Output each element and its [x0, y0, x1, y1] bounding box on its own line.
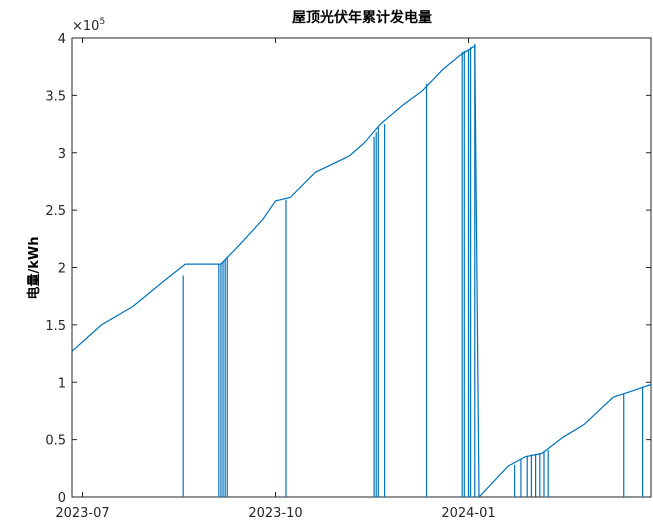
- y-tick-label: 1.5: [45, 319, 66, 334]
- y-tick-label: 0: [58, 491, 66, 506]
- y-tick-label: 3.5: [45, 89, 66, 104]
- x-tick-label: 2023-07: [55, 506, 109, 521]
- y-tick-label: 3: [58, 147, 66, 162]
- plot-area: 0 0.5 1 1.5 2 2.5 3 3.5 4 2023-07 2023-10 2024-01: [45, 32, 652, 521]
- chart-title: 屋顶光伏年累计发电量: [292, 9, 432, 26]
- y-tick-label: 0.5: [45, 434, 66, 449]
- y-exponent-base: ×10: [72, 19, 99, 34]
- y-exponent-power: 5: [99, 17, 105, 27]
- x-tick-label: 2024-01: [441, 506, 495, 521]
- y-tick-label: 2.5: [45, 204, 66, 219]
- x-tick-label: 2023-10: [248, 506, 302, 521]
- y-exponent-label: ×105: [72, 17, 105, 34]
- series-line: [71, 44, 652, 499]
- y-tick-label: 4: [58, 32, 66, 47]
- y-tick-label: 1: [58, 376, 66, 391]
- axes-box: [71, 37, 652, 498]
- y-axis-label: 电量/kWh: [26, 237, 42, 300]
- y-tick-label: 2: [58, 262, 66, 277]
